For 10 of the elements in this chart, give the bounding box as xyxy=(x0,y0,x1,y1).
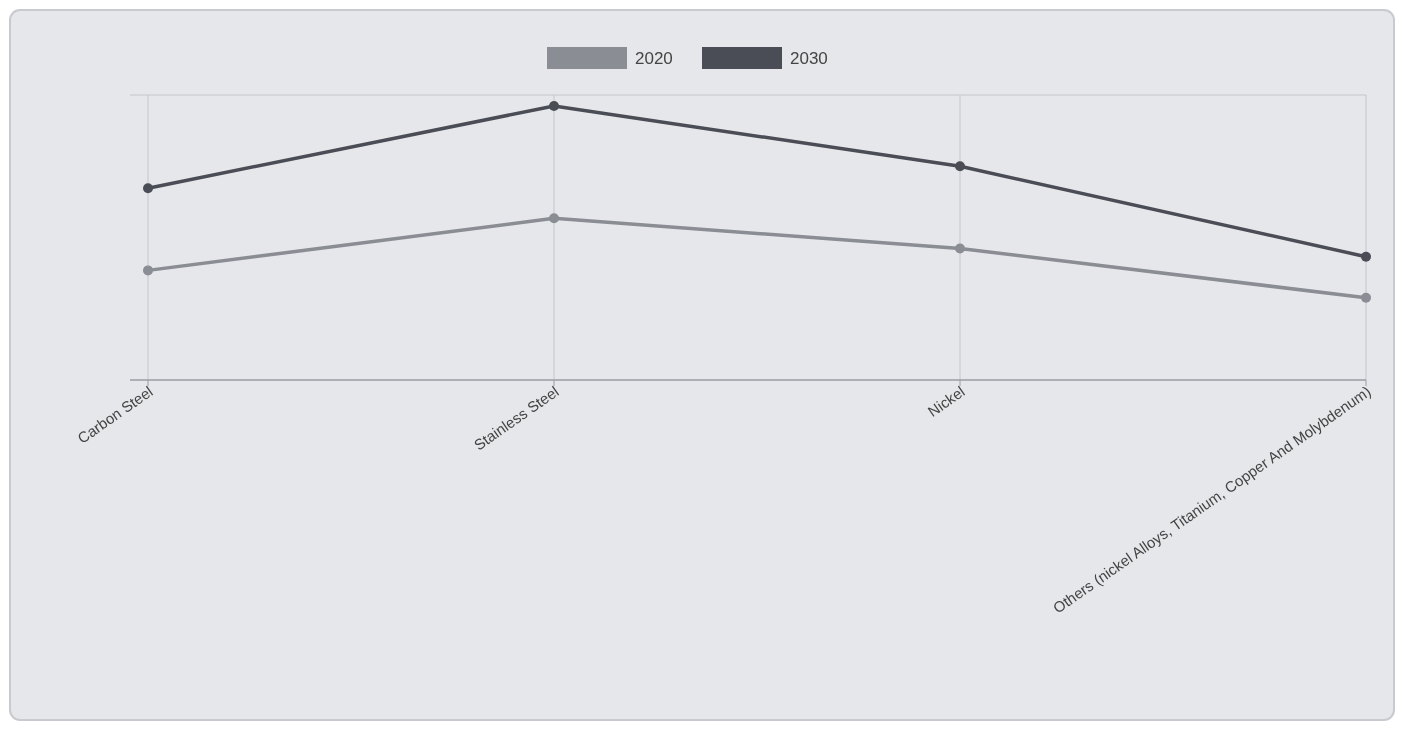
point xyxy=(955,161,965,172)
point xyxy=(549,213,559,224)
legend-label: 2020 xyxy=(635,49,673,68)
point xyxy=(1361,251,1371,262)
point xyxy=(955,243,965,254)
point xyxy=(143,183,153,194)
point xyxy=(143,265,153,276)
legend-label: 2030 xyxy=(790,49,828,68)
point xyxy=(1361,292,1371,303)
point xyxy=(549,100,559,111)
